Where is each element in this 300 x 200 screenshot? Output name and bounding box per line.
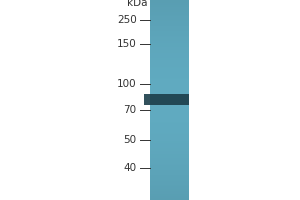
Text: 250: 250 (117, 15, 136, 25)
Bar (144, 94, 189, 105)
Text: 100: 100 (117, 79, 136, 89)
Text: 40: 40 (123, 163, 136, 173)
Text: kDa: kDa (127, 0, 147, 8)
Text: 150: 150 (117, 39, 136, 49)
Text: 70: 70 (123, 105, 136, 115)
Text: 50: 50 (123, 135, 136, 145)
